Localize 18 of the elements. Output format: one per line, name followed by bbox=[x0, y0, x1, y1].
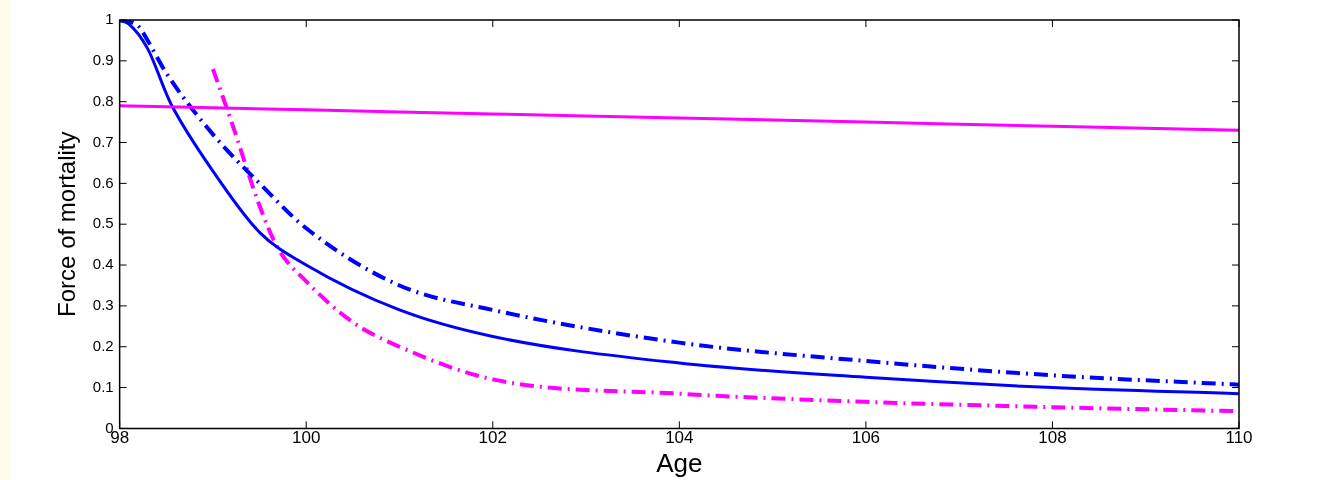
x-tick-label: 108 bbox=[1038, 428, 1067, 448]
y-tick-label: 0.6 bbox=[92, 173, 114, 191]
y-tick-label: 0.2 bbox=[92, 336, 114, 354]
x-tick-label: 104 bbox=[665, 428, 694, 448]
y-tick-label: 0.5 bbox=[92, 214, 114, 232]
x-axis-title: Age bbox=[656, 447, 703, 478]
x-tick-label: 102 bbox=[478, 428, 507, 448]
y-tick-label: 0.4 bbox=[92, 255, 114, 273]
y-tick-label: 0.3 bbox=[92, 296, 114, 314]
y-tick-label: 1 bbox=[105, 10, 114, 28]
y-axis-title: Force of mortality bbox=[53, 131, 81, 317]
y-tick-label: 0.8 bbox=[92, 91, 114, 109]
x-tick-label: 110 bbox=[1225, 428, 1253, 448]
y-tick-label: 0.9 bbox=[92, 50, 114, 68]
y-tick-label: 0.1 bbox=[92, 377, 114, 395]
x-tick-label: 106 bbox=[851, 428, 881, 448]
x-tick-label: 100 bbox=[292, 428, 321, 448]
y-tick-label: 0.7 bbox=[92, 132, 114, 150]
